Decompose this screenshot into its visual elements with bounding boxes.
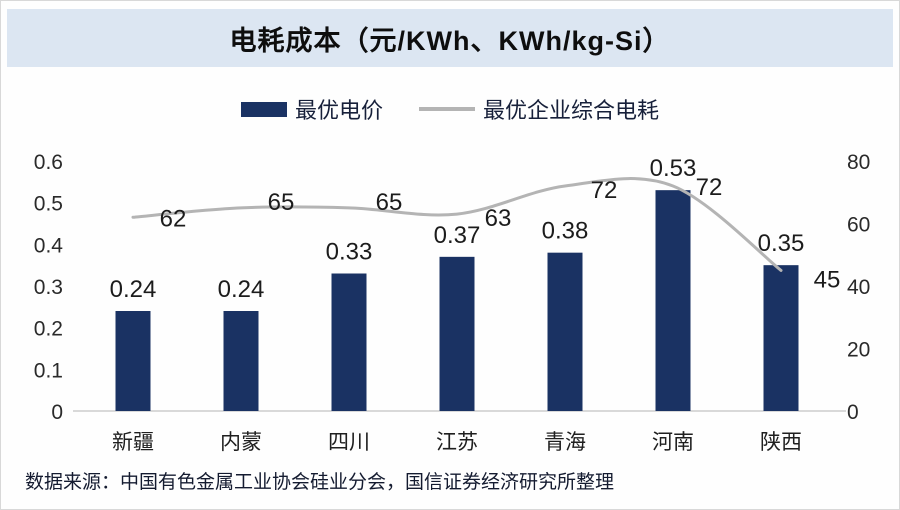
bar [439, 256, 475, 411]
line-value-label: 65 [376, 189, 403, 216]
x-axis-category-label: 新疆 [112, 431, 154, 454]
bar [547, 252, 583, 411]
line-value-label: 45 [814, 266, 841, 293]
bar [115, 311, 151, 411]
y-axis-left-tick-label: 0.5 [34, 193, 63, 216]
line-swatch-icon [419, 107, 475, 111]
legend-label-line: 最优企业综合电耗 [483, 98, 660, 123]
x-axis-category-label: 内蒙 [220, 431, 262, 454]
y-axis-left-tick-label: 0 [51, 401, 63, 424]
x-axis-category-label: 青海 [544, 431, 586, 454]
y-axis-left-tick-label: 0.3 [34, 276, 63, 299]
y-axis-right-tick-label: 0 [847, 401, 859, 424]
x-axis-category-label: 陕西 [760, 431, 802, 454]
y-axis-right-tick-label: 20 [847, 339, 870, 362]
bar-value-label: 0.33 [326, 239, 373, 266]
legend-item-line-series: 最优企业综合电耗 [419, 93, 659, 125]
y-axis-right-tick-label: 80 [847, 151, 870, 174]
x-axis-category-label: 江苏 [436, 431, 478, 454]
title-band: 电耗成本（元/KWh、KWh/kg-Si） [7, 9, 893, 67]
line-series [131, 177, 783, 272]
legend-item-bar-series: 最优电价 [240, 93, 383, 125]
chart-title: 电耗成本（元/KWh、KWh/kg-Si） [229, 25, 671, 56]
legend: 最优电价 最优企业综合电耗 [1, 94, 899, 124]
line-value-label: 72 [591, 177, 618, 204]
y-axis-right-tick-label: 40 [847, 276, 870, 299]
bar-value-label: 0.24 [110, 276, 157, 303]
bar-value-label: 0.53 [650, 155, 697, 182]
x-axis-category-label: 四川 [328, 431, 370, 454]
y-axis-left-tick-label: 0.6 [34, 151, 63, 174]
bar [655, 190, 691, 411]
bar [763, 265, 799, 411]
legend-label-bar: 最优电价 [294, 98, 383, 123]
bar [223, 311, 259, 411]
line-value-label: 65 [268, 189, 295, 216]
bar [331, 273, 367, 411]
bar-value-label: 0.38 [542, 218, 589, 245]
x-axis-category-label: 河南 [652, 431, 694, 454]
y-axis-right-tick-label: 60 [847, 214, 870, 237]
line-value-label: 72 [696, 174, 723, 201]
bar-value-label: 0.37 [434, 222, 481, 249]
bar-value-label: 0.35 [758, 230, 805, 257]
bar-swatch-icon [240, 101, 287, 117]
y-axis-left-tick-label: 0.1 [34, 359, 63, 382]
source-note: 数据来源：中国有色金属工业协会硅业分会，国信证券经济研究所整理 [25, 472, 615, 493]
line-value-label: 62 [160, 205, 187, 232]
y-axis-left-tick-label: 0.2 [34, 318, 63, 341]
y-axis-left-tick-label: 0.4 [34, 234, 64, 257]
line-value-label: 63 [485, 205, 512, 232]
bar-value-label: 0.24 [218, 276, 265, 303]
